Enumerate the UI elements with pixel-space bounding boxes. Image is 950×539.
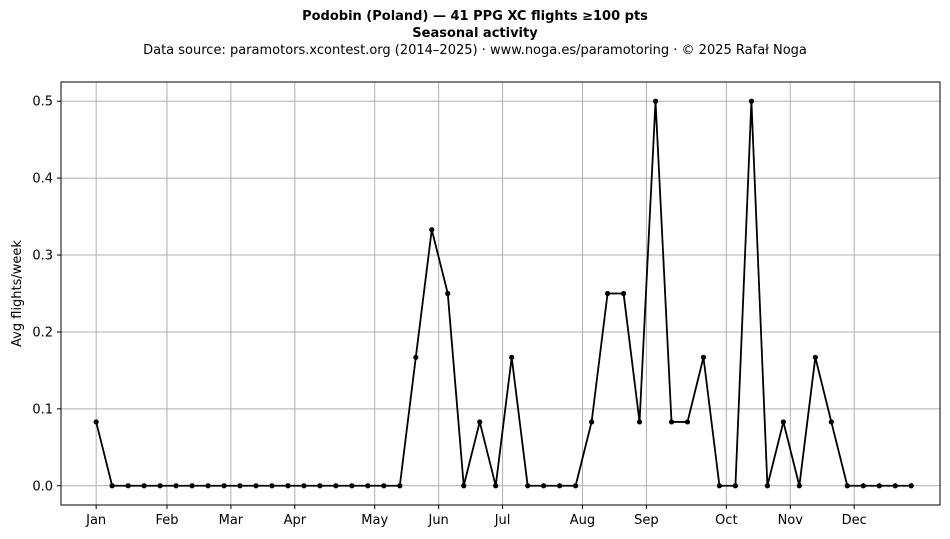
x-tick-label: Apr	[284, 513, 307, 528]
data-point	[844, 483, 850, 489]
y-tick-label: 0.0	[32, 479, 53, 494]
data-point	[892, 483, 898, 489]
data-point	[301, 483, 307, 489]
x-tick-label: Jun	[427, 513, 448, 528]
data-point	[780, 419, 786, 425]
data-point	[620, 290, 627, 297]
data-point	[237, 483, 243, 489]
data-point	[588, 419, 595, 425]
series-line	[95, 100, 912, 487]
data-point	[189, 483, 195, 489]
data-point	[93, 419, 99, 425]
x-axis: Jan Feb Mar Apr May Jun Jul Aug Sep Oct Nov Dec	[85, 505, 867, 528]
data-point	[349, 483, 355, 489]
data-point	[668, 419, 675, 425]
data-source-note: Data source: paramotors.xcontest.org (20…	[143, 43, 807, 58]
data-point	[748, 98, 755, 104]
x-tick-label: Jul	[494, 513, 511, 528]
data-point	[413, 354, 419, 360]
data-point	[509, 354, 515, 360]
y-tick-label: 0.3	[32, 249, 53, 264]
data-point	[381, 483, 387, 489]
series-group	[93, 98, 914, 489]
data-point	[109, 483, 115, 489]
data-point	[876, 483, 882, 489]
data-point	[652, 98, 659, 104]
data-point	[157, 483, 163, 489]
data-point	[573, 483, 579, 489]
y-axis: 0.0 0.1 0.2 0.3 0.4 0.5	[32, 95, 61, 494]
data-point	[812, 354, 818, 360]
data-point	[317, 483, 323, 489]
data-point	[764, 483, 770, 489]
x-tick-label: Jan	[85, 513, 106, 528]
data-point	[860, 483, 866, 489]
chart-subtitle: Seasonal activity	[412, 26, 538, 41]
data-point	[141, 483, 147, 489]
plot-frame	[60, 81, 941, 506]
y-tick-label: 0.5	[32, 95, 53, 110]
x-tick-label: Dec	[842, 513, 867, 528]
data-point	[700, 354, 707, 360]
data-point	[525, 483, 531, 489]
data-point	[796, 483, 802, 489]
x-tick-label: Nov	[778, 513, 804, 528]
data-point	[557, 483, 563, 489]
data-point	[365, 483, 371, 489]
data-point	[541, 483, 547, 489]
y-tick-label: 0.2	[32, 325, 53, 340]
data-point	[828, 419, 834, 425]
x-tick-label: Aug	[570, 513, 595, 528]
data-point	[636, 419, 643, 425]
y-axis-label: Avg flights/week	[10, 240, 25, 347]
data-point	[604, 290, 611, 297]
x-tick-label: Oct	[715, 513, 737, 528]
data-point	[684, 419, 691, 425]
data-point	[333, 483, 339, 489]
data-point	[285, 483, 291, 489]
data-point	[716, 483, 723, 489]
data-point	[732, 483, 739, 489]
data-point	[269, 483, 275, 489]
data-point	[253, 483, 259, 489]
data-point	[461, 483, 467, 489]
x-tick-label: Sep	[634, 513, 659, 528]
data-point	[221, 483, 227, 489]
data-point	[908, 483, 914, 489]
data-point	[125, 483, 131, 489]
x-tick-label: Feb	[155, 513, 178, 528]
chart-title: Podobin (Poland) — 41 PPG XC flights ≥10…	[302, 9, 648, 24]
x-tick-label: Mar	[219, 513, 244, 528]
x-tick-label: May	[361, 513, 388, 528]
data-point	[477, 419, 483, 425]
data-point	[205, 483, 211, 489]
data-point	[397, 483, 403, 489]
data-point	[445, 290, 451, 297]
y-tick-label: 0.4	[32, 172, 53, 187]
data-point	[173, 483, 179, 489]
y-tick-label: 0.1	[32, 402, 53, 417]
data-point	[429, 227, 435, 233]
data-point	[493, 483, 499, 489]
